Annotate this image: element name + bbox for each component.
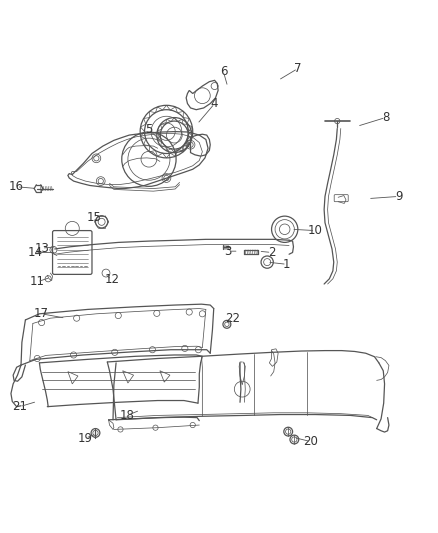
Text: 2: 2 [268,246,276,259]
Text: 10: 10 [308,224,323,237]
Text: 12: 12 [104,273,119,286]
Text: 8: 8 [382,111,389,124]
Text: 16: 16 [9,180,24,193]
Text: 4: 4 [211,97,219,110]
Text: 22: 22 [225,312,240,325]
Text: 7: 7 [294,62,302,75]
Text: 18: 18 [120,409,134,422]
Text: 11: 11 [30,276,45,288]
Text: 17: 17 [34,308,49,320]
Text: 20: 20 [304,435,318,448]
Text: 13: 13 [34,241,49,255]
Text: 14: 14 [28,246,42,259]
Text: 21: 21 [12,400,27,413]
Text: 1: 1 [283,258,291,271]
Text: 3: 3 [224,245,231,257]
Text: 5: 5 [145,123,152,136]
Text: 9: 9 [395,190,403,203]
Text: 15: 15 [87,211,102,224]
Text: 6: 6 [219,65,227,78]
Text: 19: 19 [78,432,93,445]
